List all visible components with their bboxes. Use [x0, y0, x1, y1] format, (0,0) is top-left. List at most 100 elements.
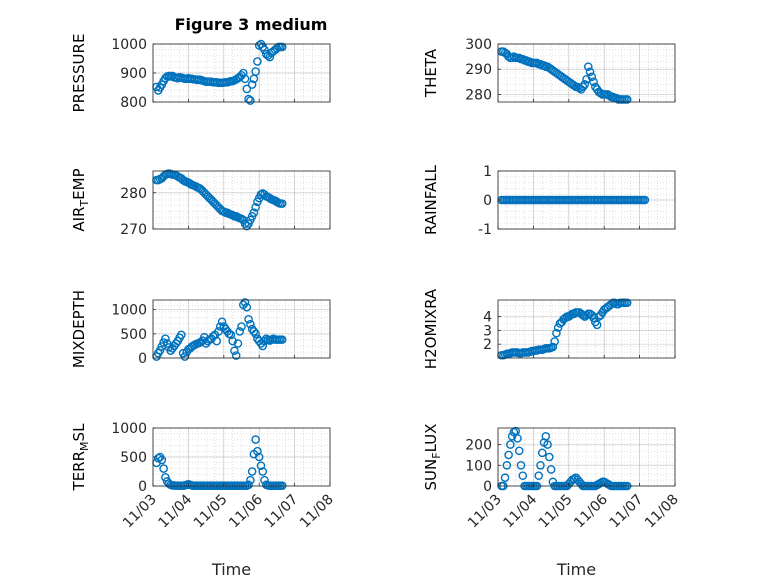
data-point: [504, 450, 513, 460]
data-point: [240, 298, 250, 307]
x-tick-label: 11/04: [155, 491, 195, 531]
y-tick-label: -1: [478, 222, 492, 238]
y-axis-label: AIRTEMP: [70, 168, 91, 231]
y-axis-label: THETA: [422, 48, 440, 98]
data-point: [177, 330, 186, 340]
axes-box: [497, 427, 676, 487]
x-tick-label: 11/08: [642, 492, 682, 532]
data-point: [244, 480, 253, 490]
data-point: [258, 467, 268, 476]
y-tick-label: 280: [120, 186, 147, 202]
data-point: [238, 68, 248, 78]
data-point: [237, 322, 246, 331]
y-tick-label: 1000: [111, 303, 147, 319]
data-point: [277, 42, 287, 52]
y-axis-label: TERRMSL: [70, 423, 91, 492]
data-point: [161, 472, 170, 482]
data-point: [548, 342, 558, 352]
subplot-rainfall: -1 0 1 RAINFALL: [422, 164, 676, 238]
data-point: [502, 460, 512, 470]
x-axis-label: Time: [556, 560, 596, 579]
data-point: [231, 351, 241, 360]
x-tick-label: 11/04: [500, 491, 540, 531]
data-point: [640, 195, 650, 205]
data-point: [545, 452, 554, 462]
data-point: [589, 313, 598, 323]
data-point: [516, 460, 526, 470]
data-point: [514, 446, 524, 456]
data-point: [233, 339, 243, 348]
y-tick-label: 800: [120, 95, 147, 111]
data-point: [247, 80, 257, 89]
subplot-theta: 280 290 300 THETA: [422, 37, 676, 104]
x-tick-label: 11/03: [465, 492, 505, 532]
data-point: [249, 327, 259, 336]
data-point: [589, 77, 598, 87]
data-point: [247, 467, 257, 476]
y-tick-label: 280: [465, 87, 492, 103]
data-point: [256, 461, 266, 471]
y-tick-label: 1: [483, 164, 492, 180]
y-tick-label: 1000: [111, 421, 147, 437]
y-tick-label: 0: [138, 351, 147, 367]
axes-box: [497, 43, 676, 103]
data-point: [580, 80, 590, 89]
x-tick-label: 11/05: [191, 492, 231, 532]
data-point: [228, 336, 237, 346]
data-point: [244, 94, 253, 104]
data-point: [585, 67, 595, 77]
data-point: [240, 74, 250, 84]
subplot-h2omixra: 234 H2OMIXRA: [422, 288, 676, 369]
data-point: [583, 62, 593, 71]
axes-box: [152, 299, 331, 359]
data-point: [159, 464, 168, 473]
x-tick-label: 11/06: [226, 491, 266, 531]
data-point: [217, 317, 227, 327]
data-point: [537, 448, 547, 458]
y-tick-label: 0: [483, 193, 492, 209]
y-tick-label: 900: [120, 66, 147, 82]
data-point: [534, 471, 544, 480]
y-axis-label: MIXDEPTH: [70, 290, 88, 368]
x-tick-label: 11/06: [571, 491, 611, 531]
y-tick-label: 4: [483, 310, 492, 326]
y-tick-label: 0: [483, 479, 492, 495]
data-point: [212, 336, 222, 346]
data-point: [161, 334, 170, 343]
data-point: [246, 96, 255, 105]
data-point: [230, 346, 239, 356]
y-axis-label: RAINFALL: [422, 164, 440, 235]
subplot-pressure: 800 900 1000 PRESSURE: [70, 34, 331, 112]
data-point: [235, 327, 245, 336]
data-point: [543, 440, 552, 449]
data-point: [246, 319, 255, 329]
data-point: [277, 335, 287, 344]
x-tick-label: 11/03: [120, 492, 160, 532]
figure-title: Figure 3 medium: [175, 15, 328, 34]
data-point: [506, 440, 515, 449]
y-tick-label: 270: [120, 222, 147, 238]
y-tick-label: 0: [138, 479, 147, 495]
data-point: [518, 471, 528, 480]
data-point: [249, 208, 259, 217]
data-point: [244, 315, 253, 324]
data-point: [277, 199, 287, 208]
data-point: [253, 446, 262, 456]
y-tick-label: 200: [465, 438, 492, 454]
data-point: [251, 329, 260, 339]
y-axis-label: SUNFLUX: [422, 424, 443, 491]
y-tick-label: 1000: [111, 37, 147, 53]
y-tick-label: 290: [465, 62, 492, 78]
data-point: [215, 322, 225, 331]
data-point: [552, 328, 561, 338]
data-point: [592, 320, 602, 330]
data-point: [500, 473, 510, 483]
data-point: [622, 95, 632, 104]
subplot-air-temp: 270 280 AIRTEMP: [70, 168, 331, 238]
data-point: [546, 465, 556, 474]
y-tick-label: 100: [465, 458, 492, 474]
data-point: [622, 298, 632, 308]
data-point: [258, 341, 268, 351]
y-axis-label: H2OMIXRA: [422, 288, 440, 369]
